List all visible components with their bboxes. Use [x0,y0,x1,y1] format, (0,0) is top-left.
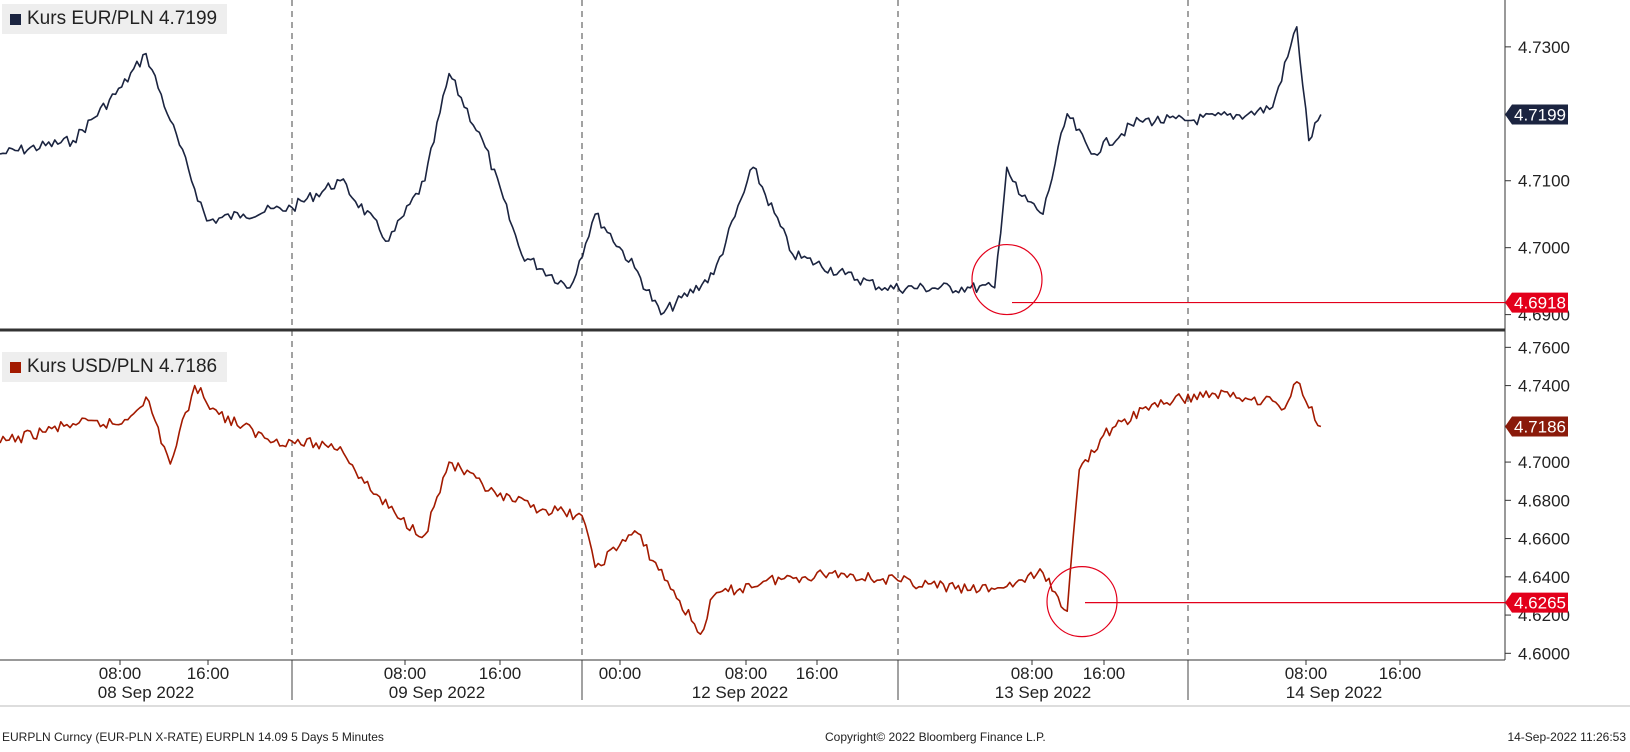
usd-pln-y-tick-label: 4.6800 [1518,491,1570,510]
eur-pln-last-value-flag [1505,104,1568,125]
eur-pln-highlight-circle [971,243,1043,316]
x-date-label: 12 Sep 2022 [692,683,788,702]
usd-pln-legend-swatch [10,361,21,373]
x-tick-label: 08:00 [1285,664,1328,683]
eur-pln-legend-swatch [10,13,21,25]
eur-pln-legend: Kurs EUR/PLN 4.7199 [2,4,228,34]
usd-pln-last-value-label: 4.7186 [1514,418,1566,437]
usd-pln-reference-label: 4.6265 [1514,594,1566,613]
eur-pln-last-value-label: 4.7199 [1514,105,1566,124]
usd-pln-legend-label: Kurs USD/PLN 4.7186 [27,356,218,377]
x-tick-label: 00:00 [599,664,642,683]
x-tick-label: 16:00 [1083,664,1126,683]
footer-security: EURPLN Curncy (EUR-PLN X-RATE) EURPLN 14… [2,730,384,744]
x-date-label: 08 Sep 2022 [98,683,194,702]
usd-pln-legend: Kurs USD/PLN 4.7186 [2,352,228,382]
usd-pln-reference-flag [1505,592,1568,613]
usd-pln-highlight-circle [1046,566,1118,638]
eur-pln-reference-label: 4.6918 [1514,294,1566,313]
x-tick-label: 08:00 [99,664,142,683]
x-tick-label: 16:00 [796,664,839,683]
x-date-label: 13 Sep 2022 [995,683,1091,702]
eur-pln-y-tick-label: 4.7100 [1518,172,1570,191]
x-axis: 08:00 16:00 08:00 16:00 00:00 08:00 16:00 08:00… [98,660,1421,702]
footer-timestamp: 14-Sep-2022 11:26:53 [1507,730,1626,744]
usd-pln-series-line [0,381,1322,635]
x-tick-label: 16:00 [187,664,230,683]
eur-pln-chart [0,26,1505,316]
footer-copyright: Copyright© 2022 Bloomberg Finance L.P. [825,730,1046,744]
x-tick-label: 16:00 [479,664,522,683]
x-tick-label: 16:00 [1379,664,1422,683]
usd-pln-y-tick-label: 4.6000 [1518,644,1570,663]
eur-pln-reference-flag [1505,292,1568,313]
y-axes: 4.73004.71004.70004.69004.71994.69184.76… [1505,38,1570,663]
eur-pln-y-tick-label: 4.7300 [1518,38,1570,57]
x-date-label: 09 Sep 2022 [389,683,485,702]
x-tick-label: 08:00 [1011,664,1054,683]
usd-pln-last-value-flag [1505,416,1568,437]
usd-pln-chart [0,381,1505,638]
eur-pln-series-line [0,26,1322,316]
eur-pln-y-tick-label: 4.7000 [1518,239,1570,258]
usd-pln-y-tick-label: 4.6400 [1518,568,1570,587]
usd-pln-y-tick-label: 4.7400 [1518,377,1570,396]
x-tick-label: 08:00 [384,664,427,683]
usd-pln-y-tick-label: 4.7000 [1518,453,1570,472]
usd-pln-y-tick-label: 4.6600 [1518,530,1570,549]
usd-pln-y-tick-label: 4.7600 [1518,338,1570,357]
x-date-label: 14 Sep 2022 [1286,683,1382,702]
grid-lines [0,0,1630,707]
x-tick-label: 08:00 [725,664,768,683]
eur-pln-legend-label: Kurs EUR/PLN 4.7199 [27,8,218,29]
